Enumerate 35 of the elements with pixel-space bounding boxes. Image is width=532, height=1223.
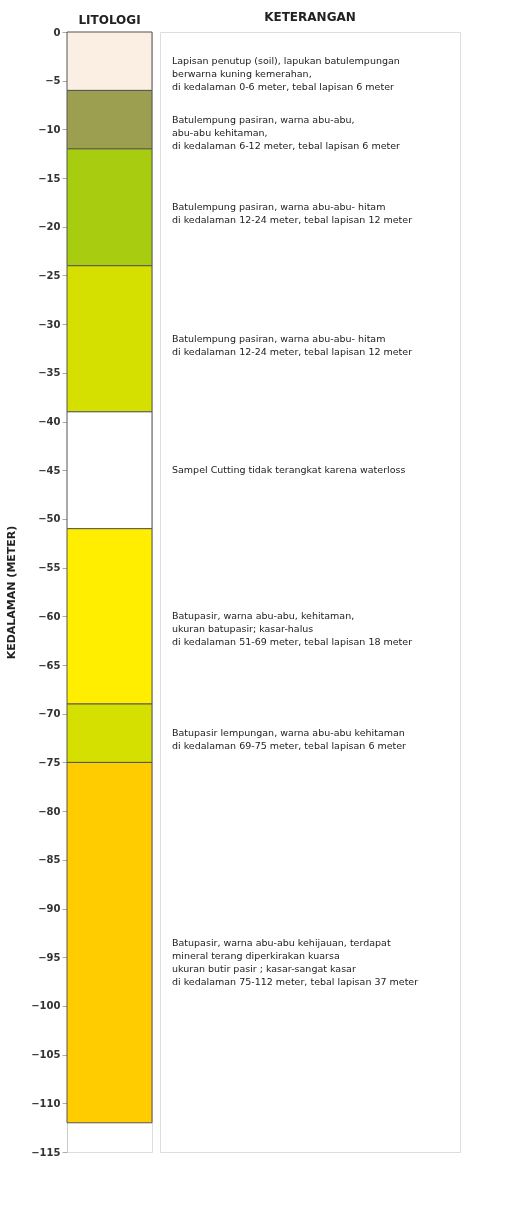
y-tick-label: −105 [31,1049,61,1061]
y-tick-label: −35 [38,367,61,379]
text: Batulempung pasiran, warna abu-abu- hitam di kedalaman 12-24 meter, tebal lapisan 12 meter [172,332,413,357]
y-tick-label: −50 [38,513,61,525]
y-tick-label: −10 [38,123,61,135]
y-tick-label: −55 [38,562,61,574]
y-tick-label: −75 [38,756,61,768]
y-tick-label: −110 [31,1097,61,1109]
text: Batulempung pasiran, warna abu-abu- hitam di kedalaman 12-24 meter, tebal lapisan 12 meter [172,201,413,226]
text: Sampel Cutting tidak terangkat karena waterloss [172,464,406,476]
y-tick-label: −40 [38,416,61,428]
text: Batulempung pasiran, warna abu-abu, abu-abu kehitaman, di kedalaman 6-12 meter, tebal lapisan 6 meter [172,113,401,151]
y-tick-label: −115 [31,1146,61,1158]
y-tick-label: −70 [38,708,61,720]
y-tick-label: −45 [38,464,61,476]
y-tick-label: −30 [38,318,61,330]
y-tick-label: −100 [31,1000,61,1012]
text: Batupasir lempungan, warna abu-abu kehitaman di kedalaman 69-75 meter, tebal lapisan 6 meter [172,727,407,752]
y-axis-title: KEDALAMAN (METER) [5,525,19,660]
y-tick-label: −95 [38,951,61,963]
y-tick-label: −80 [38,805,61,817]
text: KETERANGAN [264,10,356,24]
text: Batupasir, warna abu-abu, kehitaman, ukuran batupasir; kasar-halus di kedalaman 51-69 meter, tebal lapisan 18 meter [172,610,413,648]
y-tick-label: −85 [38,854,61,866]
text: Batupasir, warna abu-abu kehijauan, terdapat mineral terang diperkirakan kuarsa ukuran butir pasir ; kasar-sangat kasar di kedalaman 75-112 meter, tebal lapisan 37 meter [172,936,419,987]
y-tick-label: −15 [38,172,61,184]
y-tick-label: −90 [38,903,61,915]
x-tick-label: LITOLOGI [78,12,141,27]
y-tick-label: −5 [45,75,61,87]
y-tick-label: −65 [38,659,61,671]
y-tick-label: −20 [38,221,61,233]
y-tick-label: 0 [53,26,61,38]
text: Lapisan penutup (soil), lapukan batulempungan berwarna kuning kemerahan, di kedalaman 0-6 meter, tebal lapisan 6 meter [172,55,400,93]
y-tick-label: −60 [38,610,61,622]
y-tick-label: −25 [38,269,61,281]
